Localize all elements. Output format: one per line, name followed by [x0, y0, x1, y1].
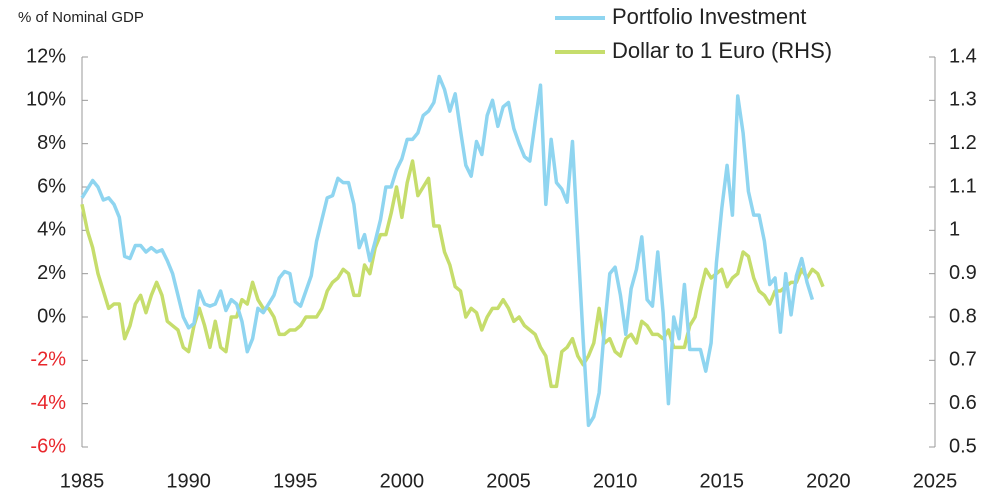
y-tick-label: -4%: [30, 392, 66, 414]
y-tick-label: 6%: [37, 175, 66, 197]
series-line: [80, 159, 825, 389]
y-tick-label: 2%: [37, 262, 66, 284]
legend-label: Dollar to 1 Euro (RHS): [612, 38, 832, 63]
x-tick-label: 2015: [700, 470, 745, 492]
y2-tick-label: 0.6: [949, 392, 977, 414]
x-tick-label: 1990: [166, 470, 211, 492]
y2-tick-label: 1.1: [949, 175, 977, 197]
series-line: [80, 74, 815, 428]
x-tick-label: 2020: [806, 470, 851, 492]
y2-tick-label: 0.9: [949, 262, 977, 284]
x-tick-label: 2025: [913, 470, 958, 492]
y-tick-label: 8%: [37, 132, 66, 154]
y-tick-label: 4%: [37, 219, 66, 241]
y-tick-label: 0%: [37, 305, 66, 327]
y2-tick-label: 0.7: [949, 349, 977, 371]
y2-tick-label: 1.2: [949, 132, 977, 154]
legend-label: Portfolio Investment: [612, 4, 806, 29]
y2-tick-label: 1.4: [949, 45, 977, 67]
y2-tick-label: 0.8: [949, 305, 977, 327]
x-tick-label: 2000: [380, 470, 425, 492]
y-tick-label: 12%: [26, 45, 66, 67]
y2-tick-label: 1.3: [949, 89, 977, 111]
x-tick-label: 2010: [593, 470, 638, 492]
y-tick-label: -6%: [30, 435, 66, 457]
x-tick-label: 1995: [273, 470, 318, 492]
y2-tick-label: 0.5: [949, 435, 977, 457]
x-tick-label: 2005: [486, 470, 531, 492]
y-tick-label: -2%: [30, 349, 66, 371]
chart-title: % of Nominal GDP: [18, 9, 144, 26]
y2-tick-label: 1: [949, 219, 960, 241]
y-tick-label: 10%: [26, 89, 66, 111]
x-tick-label: 1985: [60, 470, 105, 492]
